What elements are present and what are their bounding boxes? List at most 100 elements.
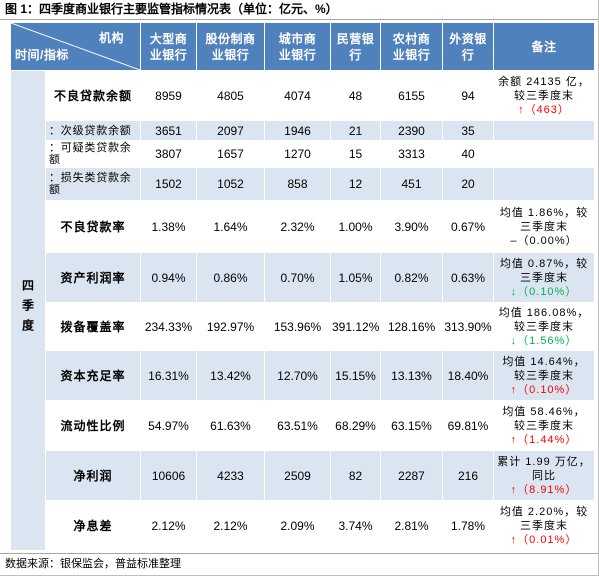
remark-cell: 均值 0.87%，较三季度末 ↓（0.10%） xyxy=(493,252,595,303)
value-cell: 3807 xyxy=(140,140,197,168)
column-header: 大型商业银行 xyxy=(140,22,197,71)
remark-delta: ↑（463） xyxy=(518,103,570,116)
table-row: 净息差 2.12% 2.12% 2.09% 3.74% 2.81% 1.78% 均值 2.20… xyxy=(11,500,595,551)
remark-text: 均值 14.64%，较三季度末 xyxy=(502,355,586,382)
table-row: 流动性比例 54.97% 61.63% 63.51% 68.29% 63.15% 69.81… xyxy=(11,400,595,451)
value-cell: 0.67% xyxy=(442,200,494,253)
value-cell: 1946 xyxy=(264,120,331,141)
value-cell: 13.13% xyxy=(380,350,443,401)
indicator-cell: 资产利润率 xyxy=(45,252,141,303)
value-cell: 0.82% xyxy=(380,252,443,303)
value-cell: 3.90% xyxy=(380,200,443,253)
indicator-cell: 不良贷款率 xyxy=(45,200,141,253)
table-header: 机构 时间/指标 大型商业银行 股份制商业银行 城市商业银行 民营银行 农村商业银行 外资… xyxy=(10,22,595,71)
remark-cell: 均值 1.86%，较三季度末 –（0.00%） xyxy=(493,200,595,253)
value-cell: 1.78% xyxy=(442,500,494,551)
value-cell: 451 xyxy=(380,167,443,201)
remark-cell: 累计 1.99 万亿，同比 ↑（8.91%） xyxy=(493,450,595,501)
value-cell: 2.32% xyxy=(264,200,331,253)
value-cell: 1052 xyxy=(196,167,265,201)
value-cell: 21 xyxy=(330,120,381,141)
remark-delta: –（0.00%） xyxy=(510,234,578,247)
column-header: 城市商业银行 xyxy=(264,22,331,71)
table-row: 拨备覆盖率 234.33% 192.97% 153.96% 391.12% 128.16%… xyxy=(11,302,595,351)
indicator-cell: ：次级贷款余额 xyxy=(45,120,141,141)
column-header-label: 民营银行 xyxy=(336,31,375,62)
column-header: 股份制商业银行 xyxy=(196,22,265,71)
value-cell: 4805 xyxy=(196,70,265,121)
remark-delta: ↑（0.01%） xyxy=(510,533,578,546)
corner-row-label: 时间/指标 xyxy=(15,48,69,62)
table-row: 四季度 不良贷款余额 8959 4805 4074 48 6155 94 余额 24135 亿，… xyxy=(10,70,595,551)
indicator-cell: 资本充足率 xyxy=(45,350,141,401)
value-cell: 35 xyxy=(442,120,494,141)
value-cell: 1.38% xyxy=(140,200,197,253)
value-cell: 2509 xyxy=(264,450,331,501)
value-cell: 20 xyxy=(442,167,494,201)
value-cell: 8959 xyxy=(140,70,197,121)
corner-column-label: 机构 xyxy=(98,31,124,45)
value-cell: 313.90% xyxy=(442,302,494,351)
value-cell: 858 xyxy=(264,167,331,201)
value-cell: 1.05% xyxy=(330,252,381,303)
value-cell: 63.15% xyxy=(380,400,443,451)
remark-delta: ↓（0.10%） xyxy=(510,285,578,298)
remark-delta: ↑（0.10%） xyxy=(510,383,578,396)
remark-cell: 均值 14.64%，较三季度末 ↑（0.10%） xyxy=(493,350,595,401)
remark-text: 累计 1.99 万亿，同比 xyxy=(497,455,591,482)
value-cell: 3651 xyxy=(140,120,197,141)
value-cell: 2.81% xyxy=(380,500,443,551)
source-note: 数据来源：银保监会，普益标准整理 xyxy=(0,553,598,575)
value-cell: 18.40% xyxy=(442,350,494,401)
value-cell: 2.12% xyxy=(196,500,265,551)
period-label: 四季度 xyxy=(20,279,35,339)
table-row: ：次级贷款余额 3651 2097 1946 21 2390 35 xyxy=(11,120,595,141)
value-cell: 12 xyxy=(330,167,381,201)
value-cell: 15.15% xyxy=(330,350,381,401)
value-cell: 128.16% xyxy=(380,302,443,351)
table-row: ：损失类贷款余额 1502 1052 858 12 451 20 xyxy=(11,167,595,201)
table-row: 不良贷款率 1.38% 1.64% 2.32% 1.00% 3.90% 0.67% 均值 1.… xyxy=(11,200,595,253)
table-row: 净利润 10606 4233 2509 82 2287 216 累计 1.99 万亿，同比 ↑（… xyxy=(11,450,595,501)
column-header: 农村商业银行 xyxy=(380,22,443,71)
header-row: 机构 时间/指标 大型商业银行 股份制商业银行 城市商业银行 民营银行 农村商业银行 外资… xyxy=(10,22,595,71)
table-row: 资产利润率 0.94% 0.86% 0.70% 1.05% 0.82% 0.63% 均值 0.… xyxy=(11,252,595,303)
column-header-label: 外资银行 xyxy=(449,31,487,62)
column-header: 民营银行 xyxy=(330,22,381,71)
value-cell: 1.00% xyxy=(330,200,381,253)
value-cell: 0.94% xyxy=(140,252,197,303)
remark-delta: ↑（8.91%） xyxy=(510,483,578,496)
remark-cell xyxy=(493,167,595,201)
remark-header: 备注 xyxy=(493,22,595,71)
value-cell: 63.51% xyxy=(264,400,331,451)
remark-text: 均值 58.46%，较三季度末 xyxy=(502,405,586,432)
indicator-cell: 净息差 xyxy=(45,500,141,551)
value-cell: 1657 xyxy=(196,140,265,168)
remark-text: 均值 0.87%，较三季度末 xyxy=(499,257,589,284)
value-cell: 54.97% xyxy=(140,400,197,451)
value-cell: 2287 xyxy=(380,450,443,501)
value-cell: 48 xyxy=(330,70,381,121)
remark-text: 均值 186.08%，较三季度末 xyxy=(498,306,590,333)
value-cell: 13.42% xyxy=(196,350,265,401)
remark-cell xyxy=(493,140,595,168)
value-cell: 15 xyxy=(330,140,381,168)
remark-cell xyxy=(493,120,595,141)
indicator-cell: ：可疑类贷款余额 xyxy=(45,140,141,168)
value-cell: 12.70% xyxy=(264,350,331,401)
column-header-label: 大型商业银行 xyxy=(149,31,188,62)
remark-cell: 均值 58.46%，较三季度末 ↑（1.44%） xyxy=(493,400,595,451)
remark-cell: 余额 24135 亿，较三季度末 ↑（463） xyxy=(493,70,595,121)
value-cell: 3313 xyxy=(380,140,443,168)
column-header-label: 城市商业银行 xyxy=(278,31,317,62)
value-cell: 192.97% xyxy=(196,302,265,351)
table-row: ：可疑类贷款余额 3807 1657 1270 15 3313 40 xyxy=(11,140,595,168)
table-row: 资本充足率 16.31% 13.42% 12.70% 15.15% 13.13% 18.40… xyxy=(11,350,595,401)
remark-text: 均值 2.20%，较三季度末 xyxy=(499,505,589,532)
value-cell: 4233 xyxy=(196,450,265,501)
value-cell: 2390 xyxy=(380,120,443,141)
value-cell: 16.31% xyxy=(140,350,197,401)
value-cell: 69.81% xyxy=(442,400,494,451)
indicator-table: 机构 时间/指标 大型商业银行 股份制商业银行 城市商业银行 民营银行 农村商业银行 外资… xyxy=(10,22,595,551)
column-header: 外资银行 xyxy=(442,22,494,71)
